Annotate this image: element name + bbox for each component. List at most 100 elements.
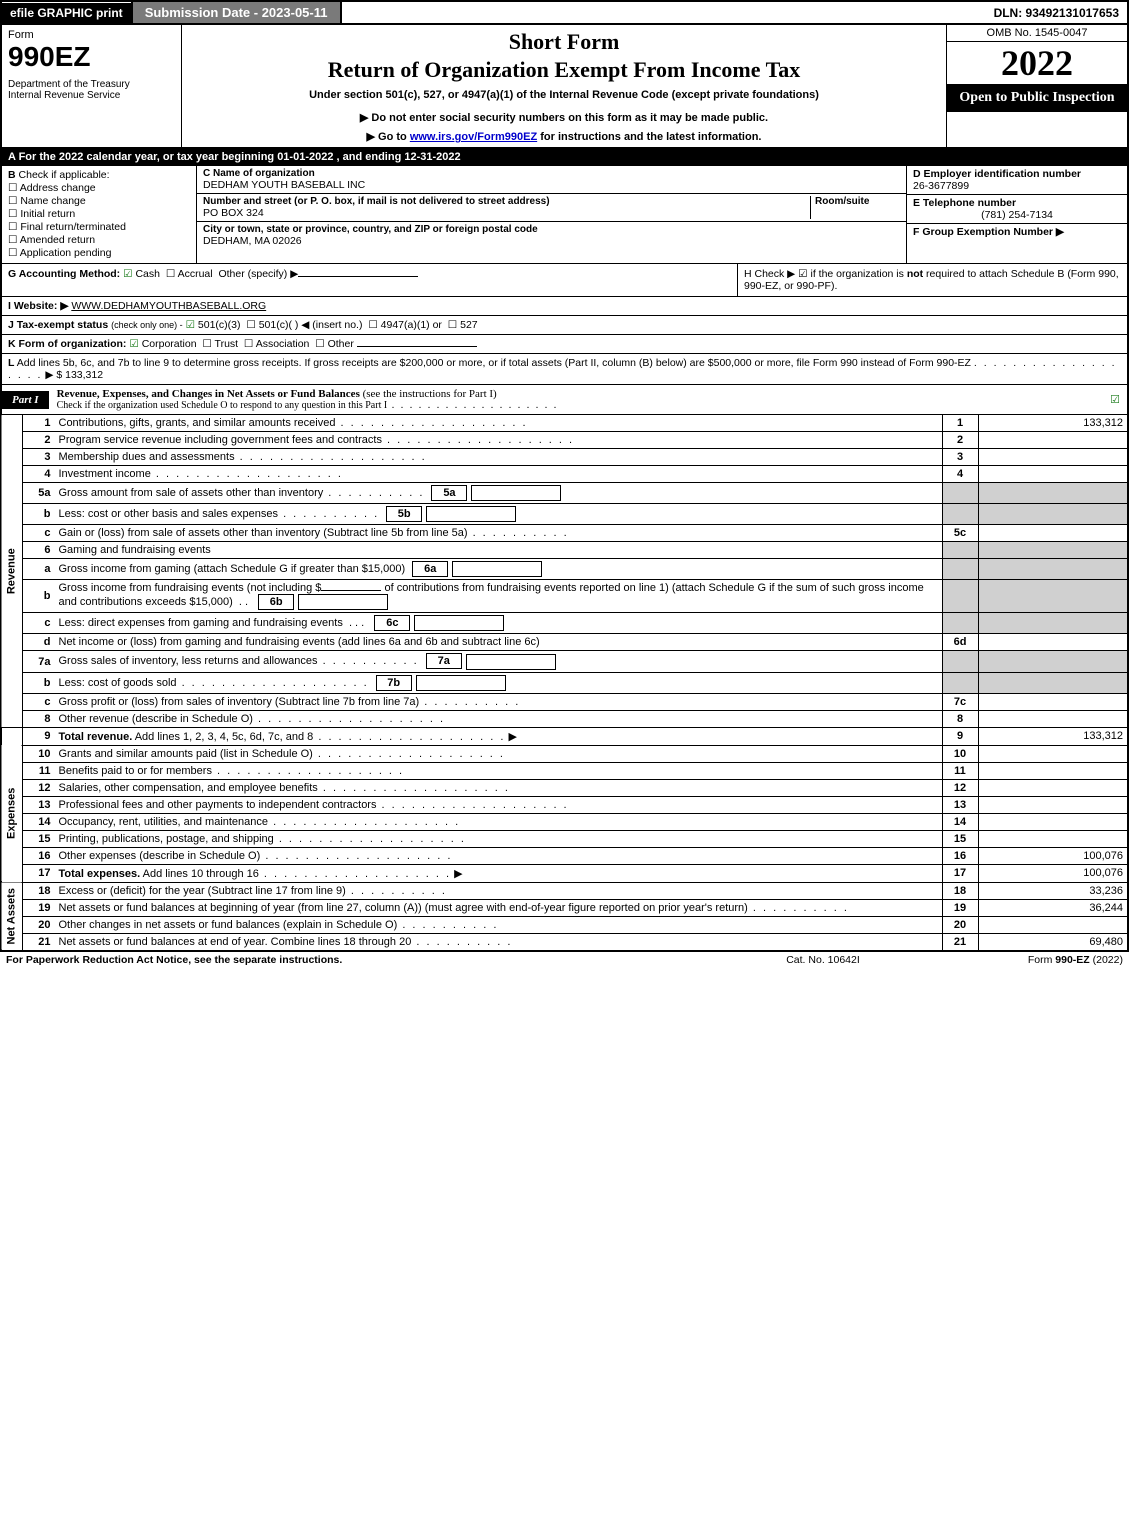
line-18-num: 18 [942,882,978,899]
line-16-desc: Other expenses (describe in Schedule O) [55,847,943,864]
page-footer: For Paperwork Reduction Act Notice, see … [0,952,1129,968]
h-not: not [907,268,923,280]
line-15-amt [978,830,1128,847]
part-i-check[interactable] [1103,393,1127,406]
line-16-amt: 100,076 [978,847,1128,864]
check-application-pending[interactable]: Application pending [8,247,190,259]
line-6c-subval[interactable] [414,615,504,631]
j-501c3-check[interactable] [186,319,198,331]
line-5b-row: b Less: cost or other basis and sales ex… [1,504,1128,525]
g-other-input[interactable] [298,276,418,277]
line-17-row: 17 Total expenses. Add lines 10 through … [1,864,1128,882]
line-17-desc: Total expenses. Add lines 10 through 16 [55,864,943,882]
row-a-tax-year: A For the 2022 calendar year, or tax yea… [0,149,1129,166]
goto-link[interactable]: www.irs.gov/Form990EZ [410,131,537,143]
line-6d-num: 6d [942,634,978,651]
line-17-amt: 100,076 [978,864,1128,882]
c-name-label: C Name of organization [203,168,900,179]
line-10-desc: Grants and similar amounts paid (list in… [55,745,943,762]
line-6a-subval[interactable] [452,561,542,577]
line-20-num: 20 [942,916,978,933]
line-5b-subbox: 5b [386,506,422,522]
line-7b-desc: Less: cost of goods sold 7b [55,672,943,693]
line-20-amt [978,916,1128,933]
website-value[interactable]: WWW.DEDHAMYOUTHBASEBALL.ORG [71,300,266,312]
line-7b-no: b [23,672,55,693]
line-18-desc: Excess or (deficit) for the year (Subtra… [55,882,943,899]
line-15-desc: Printing, publications, postage, and shi… [55,830,943,847]
line-12-amt [978,779,1128,796]
line-5c-no: c [23,525,55,542]
k-assoc-check[interactable] [244,338,256,350]
line-1-num: 1 [942,415,978,432]
j-527-check[interactable] [448,319,460,331]
line-6c-subbox: 6c [374,615,410,631]
line-10-amt [978,745,1128,762]
g-accrual-check[interactable] [166,268,178,280]
line-7c-desc: Gross profit or (loss) from sales of inv… [55,693,943,710]
l-gross-receipts-row: L Add lines 5b, 6c, and 7b to line 9 to … [0,354,1129,385]
j-4947-label: 4947(a)(1) or [381,319,442,331]
line-3-row: 3 Membership dues and assessments 3 [1,449,1128,466]
line-11-row: 11 Benefits paid to or for members 11 [1,762,1128,779]
line-21-amt: 69,480 [978,933,1128,951]
g-cash-check[interactable] [123,268,135,280]
line-6c-desc: Less: direct expenses from gaming and fu… [55,613,943,634]
short-form-title: Short Form [188,29,940,55]
j-501c3-label: 501(c)(3) [198,319,241,331]
line-21-num: 21 [942,933,978,951]
j-4947-check[interactable] [368,319,380,331]
line-10-row: Expenses 10 Grants and similar amounts p… [1,745,1128,762]
k-other-input[interactable] [357,346,477,347]
line-17-num: 17 [942,864,978,882]
line-9-side-spacer [1,727,23,745]
tel-value: (781) 254-7134 [913,209,1121,221]
k-other-check[interactable] [315,338,327,350]
line-20-row: 20 Other changes in net assets or fund b… [1,916,1128,933]
line-5a-no: 5a [23,483,55,504]
h-text1: H Check ▶ ☑ if the organization is [744,268,907,280]
efile-print-label: efile GRAPHIC print [2,3,131,23]
check-name-change[interactable]: Name change [8,195,190,207]
line-5c-desc: Gain or (loss) from sale of assets other… [55,525,943,542]
line-5a-num-shaded [942,483,978,504]
k-trust-check[interactable] [202,338,214,350]
line-1-amt: 133,312 [978,415,1128,432]
city-value: DEDHAM, MA 02026 [203,235,900,247]
l-text: Add lines 5b, 6c, and 7b to line 9 to de… [17,357,971,369]
k-assoc-label: Association [256,338,310,350]
line-5a-subval[interactable] [471,485,561,501]
line-7a-num-shaded [942,651,978,672]
d-column: D Employer identification number 26-3677… [907,166,1127,263]
line-7b-row: b Less: cost of goods sold 7b [1,672,1128,693]
line-6a-no: a [23,559,55,580]
line-13-row: 13 Professional fees and other payments … [1,796,1128,813]
g-accounting: G Accounting Method: Cash Accrual Other … [2,264,737,296]
line-7a-subval[interactable] [466,654,556,670]
check-address-change[interactable]: Address change [8,182,190,194]
line-8-amt [978,710,1128,727]
line-6a-subbox: 6a [412,561,448,577]
l-amount: $ 133,312 [56,369,103,381]
line-7b-subval[interactable] [416,675,506,691]
line-20-desc: Other changes in net assets or fund bala… [55,916,943,933]
street-value: PO BOX 324 [203,207,810,219]
line-9-num: 9 [942,727,978,745]
line-6-desc: Gaming and fundraising events [55,542,943,559]
line-7c-amt [978,693,1128,710]
check-final-return[interactable]: Final return/terminated [8,221,190,233]
line-5b-subval[interactable] [426,506,516,522]
check-amended-return[interactable]: Amended return [8,234,190,246]
line-5b-num-shaded [942,504,978,525]
line-21-no: 21 [23,933,55,951]
line-6b-contrib-input[interactable] [321,590,381,591]
check-initial-return[interactable]: Initial return [8,208,190,220]
g-h-row: G Accounting Method: Cash Accrual Other … [0,264,1129,297]
line-8-num: 8 [942,710,978,727]
k-corp-check[interactable] [129,338,141,350]
line-19-no: 19 [23,899,55,916]
j-501c-check[interactable] [246,319,258,331]
line-6b-subval[interactable] [298,594,388,610]
line-6a-amt-shaded [978,559,1128,580]
line-6-num-shaded [942,542,978,559]
